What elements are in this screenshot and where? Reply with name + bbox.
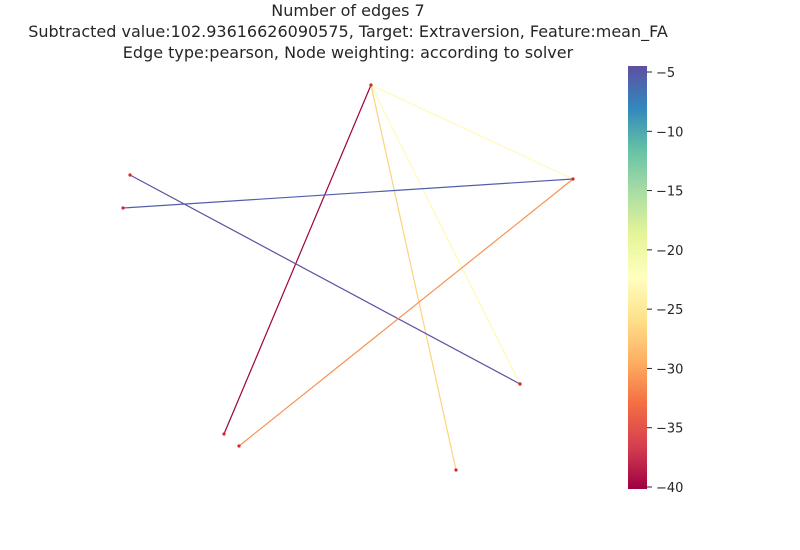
colorbar	[628, 66, 647, 489]
colorbar-tick-label: −30	[656, 362, 683, 377]
title-line-3: Edge type:pearson, Node weighting: accor…	[122, 43, 574, 62]
node-n6	[518, 382, 522, 386]
node-n1	[369, 83, 373, 87]
edge-n1-n8	[223, 84, 372, 435]
title-line-1: Number of edges 7	[271, 1, 425, 20]
edge-n1-n5	[370, 84, 521, 385]
title-line-2: Subtracted value:102.93616626090575, Tar…	[28, 22, 668, 41]
chart-title: Number of edges 7 Subtracted value:102.9…	[0, 0, 696, 63]
node-n4	[128, 173, 132, 177]
node-n8	[222, 432, 226, 436]
colorbar-tick-label: −10	[656, 125, 683, 140]
node-n9	[237, 444, 241, 448]
edge-n1-n7	[370, 84, 457, 471]
node-n7	[454, 468, 458, 472]
colorbar-tick-label: −40	[656, 481, 683, 496]
nodes-layer	[121, 83, 575, 472]
colorbar-tick-label: −5	[656, 66, 675, 81]
edges-layer	[122, 84, 574, 471]
colorbar-tick-label: −20	[656, 244, 683, 259]
node-n3	[571, 177, 575, 181]
colorbar-ticks: −5 −10 −15 −20 −25 −30 −35 −40	[647, 66, 683, 496]
colorbar-tick-label: −25	[656, 303, 683, 318]
node-n2	[121, 206, 125, 210]
edge-n1-n3	[370, 84, 574, 180]
edge-n2-n3	[122, 178, 574, 209]
colorbar-tick-label: −15	[656, 185, 683, 200]
edge-n4-n6	[129, 174, 521, 385]
edge-n3-n9	[238, 178, 574, 447]
colorbar-tick-label: −35	[656, 422, 683, 437]
